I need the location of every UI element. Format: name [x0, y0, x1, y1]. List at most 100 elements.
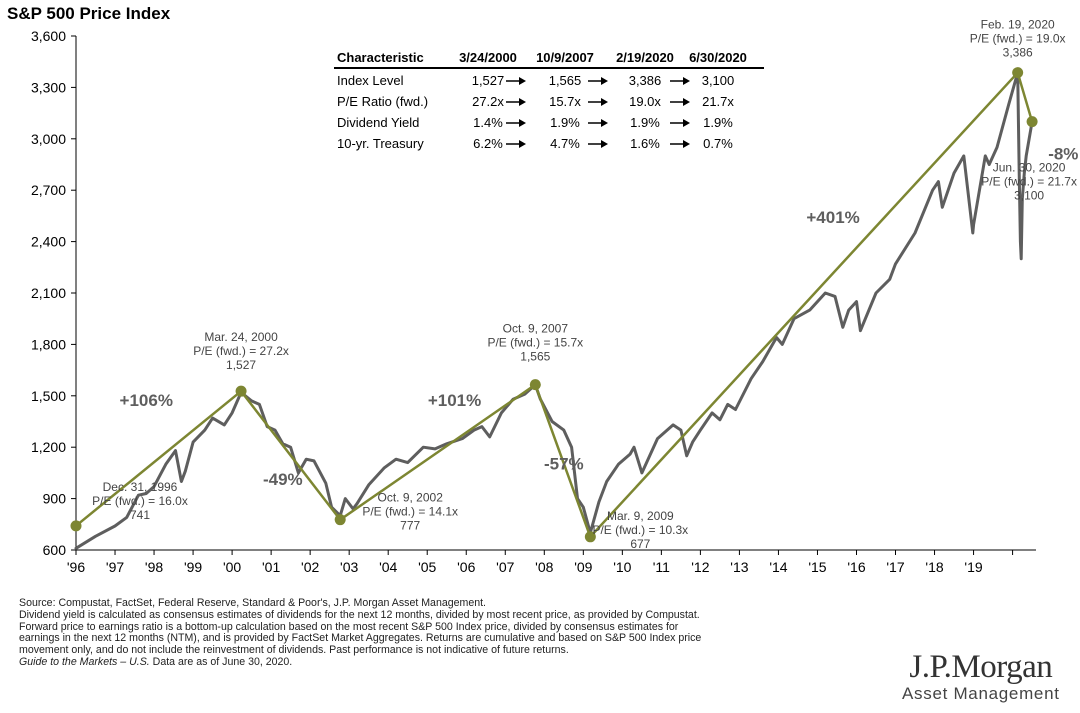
table-arrow-head — [519, 119, 526, 127]
table-cell: 1.9% — [630, 115, 660, 130]
point-label-line: P/E (fwd.) = 14.1x — [362, 505, 458, 519]
point-label-line: 3,386 — [1003, 46, 1033, 60]
table-cell: 19.0x — [629, 94, 661, 109]
percent-change-label: +401% — [806, 208, 859, 227]
y-tick-label: 900 — [43, 491, 67, 507]
x-tick-label: '08 — [535, 559, 553, 575]
table-header: 3/24/2000 — [459, 50, 517, 65]
table-header: 6/30/2020 — [689, 50, 747, 65]
peak-trough-marker — [235, 385, 247, 397]
point-label-line: Jun. 30, 2020 — [993, 161, 1066, 175]
point-label-line: P/E (fwd.) = 16.0x — [92, 494, 188, 508]
x-tick-label: '04 — [379, 559, 397, 575]
x-tick-label: '02 — [301, 559, 319, 575]
table-cell: 4.7% — [550, 136, 580, 151]
table-arrow-head — [519, 140, 526, 148]
y-tick-label: 2,100 — [31, 285, 66, 301]
y-axis: 600 900 1,200 1,500 1,800 2,100 2,400 2,700 3,00… — [31, 28, 77, 558]
x-tick-label: '01 — [262, 559, 280, 575]
sp500-chart: S&P 500 Price Index 600 900 1,200 1,500 1,80… — [7, 4, 1079, 575]
peak-trough-marker — [70, 520, 82, 532]
y-tick-label: 1,500 — [31, 388, 66, 404]
pe-note-2: earnings in the next 12 months (NTM), an… — [19, 632, 702, 645]
table-cell: 3,100 — [702, 73, 735, 88]
logo-sub: Asset Management — [902, 684, 1060, 703]
point-label-line: P/E (fwd.) = 15.7x — [487, 336, 583, 350]
x-tick-label: '06 — [457, 559, 475, 575]
x-tick-label: '11 — [653, 559, 670, 575]
point-label-line: 1,527 — [226, 358, 256, 372]
point-label-line: Oct. 9, 2007 — [503, 322, 569, 336]
change-labels: +106% -49% +101% -57% +401% -8% — [120, 144, 1079, 489]
peak-trough-marker — [529, 379, 541, 391]
x-tick-label: '09 — [574, 559, 592, 575]
dividend-note: Dividend yield is calculated as consensu… — [19, 608, 700, 621]
y-tick-label: 1,800 — [31, 336, 66, 352]
point-label-line: P/E (fwd.) = 27.2x — [193, 344, 289, 358]
point-label-line: P/E (fwd.) = 19.0x — [970, 32, 1066, 46]
x-tick-label: '14 — [769, 559, 787, 575]
x-tick-label: '05 — [418, 559, 436, 575]
x-axis: '96 '97 '98 '99 '00 '01 '02 '03 '04 '05 '06 '07 '08 '… — [67, 549, 1036, 575]
pe-note-1: Forward price to earnings ratio is a bot… — [19, 620, 679, 633]
table-row-label: Dividend Yield — [337, 115, 419, 130]
table-cell: 1.4% — [473, 115, 503, 130]
guide-line: Guide to the Markets – U.S. Data are as … — [19, 655, 879, 669]
percent-change-label: -49% — [263, 470, 303, 489]
point-label-line: P/E (fwd.) = 10.3x — [592, 523, 688, 537]
table-arrow-head — [601, 119, 608, 127]
source-footnote: Source: Compustat, FactSet, Federal Rese… — [19, 597, 879, 669]
table-cell: 21.7x — [702, 94, 734, 109]
x-tick-label: '97 — [106, 559, 124, 575]
markers — [70, 67, 1038, 543]
table-arrow-head — [519, 77, 526, 85]
point-label-line: P/E (fwd.) = 21.7x — [981, 175, 1077, 189]
table-row-label: 10-yr. Treasury — [337, 136, 424, 151]
returns-note: movement only, and do not include the re… — [19, 644, 569, 657]
table-arrow-head — [683, 119, 690, 127]
x-tick-label: '18 — [925, 559, 943, 575]
table-cell: 1.6% — [630, 136, 660, 151]
table-cell: 1.9% — [550, 115, 580, 130]
table-cell: 27.2x — [472, 94, 504, 109]
x-tick-label: '03 — [340, 559, 358, 575]
point-label-line: Mar. 9, 2009 — [607, 509, 674, 523]
jpmorgan-logo: J.P.Morgan Asset Management — [902, 650, 1060, 704]
x-tick-label: '15 — [808, 559, 826, 575]
point-label-line: 3,100 — [1014, 189, 1044, 203]
peak-trough-marker — [584, 531, 596, 543]
price-index-line — [74, 71, 1034, 550]
guide-title: Guide to the Markets – U.S. — [19, 655, 150, 668]
percent-change-label: +101% — [428, 391, 481, 410]
x-tick-label: '99 — [184, 559, 202, 575]
table-arrow-head — [683, 140, 690, 148]
table-arrow-head — [601, 140, 608, 148]
x-tick-label: '12 — [691, 559, 709, 575]
y-tick-label: 1,200 — [31, 439, 66, 455]
x-tick-label: '13 — [730, 559, 748, 575]
percent-change-label: +106% — [120, 391, 173, 410]
y-tick-label: 2,400 — [31, 234, 66, 250]
x-tick-label: '16 — [847, 559, 865, 575]
table-arrow-head — [683, 77, 690, 85]
point-label-line: 1,565 — [520, 350, 550, 364]
table-arrow-head — [601, 98, 608, 106]
point-label-line: 777 — [400, 519, 420, 533]
logo-name: J.P.Morgan — [909, 649, 1053, 685]
table-header: 10/9/2007 — [536, 50, 594, 65]
y-tick-label: 2,700 — [31, 182, 66, 198]
table-cell: 1,527 — [472, 73, 505, 88]
point-label-line: 677 — [630, 537, 650, 551]
chart-title: S&P 500 Price Index — [7, 4, 171, 23]
y-tick-label: 3,000 — [31, 131, 66, 147]
table-cell: 3,386 — [629, 73, 662, 88]
table-arrow-head — [601, 77, 608, 85]
table-cell: 1.9% — [703, 115, 733, 130]
table-cell: 1,565 — [549, 73, 582, 88]
characteristics-table: Characteristic 3/24/2000 10/9/2007 2/19/202… — [334, 50, 764, 151]
x-tick-label: '98 — [145, 559, 163, 575]
source-line: Source: Compustat, FactSet, Federal Rese… — [19, 597, 487, 609]
table-arrow-head — [683, 98, 690, 106]
table-header: Characteristic — [337, 50, 424, 65]
